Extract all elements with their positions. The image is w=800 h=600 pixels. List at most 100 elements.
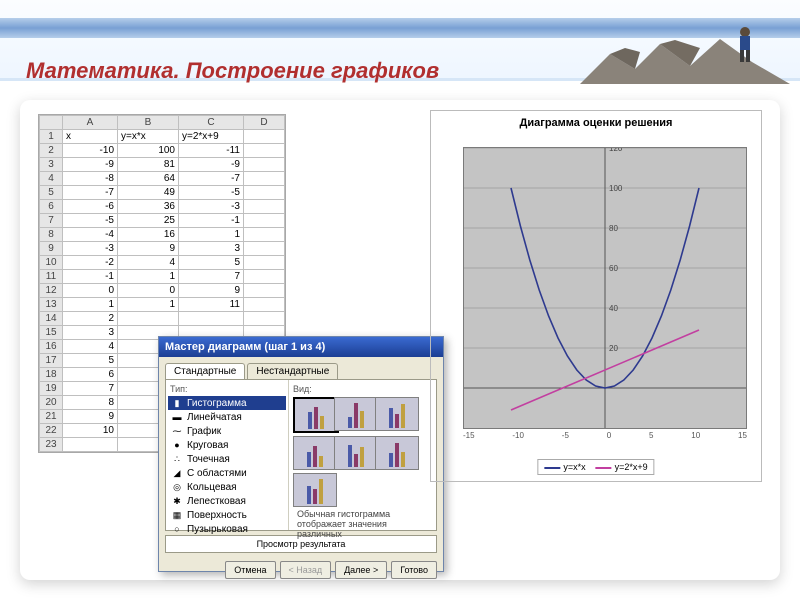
cell[interactable]	[244, 158, 285, 172]
cell[interactable]: -8	[63, 172, 118, 186]
cell[interactable]: 2	[63, 312, 118, 326]
cell[interactable]: 3	[63, 326, 118, 340]
cell[interactable]: -4	[63, 228, 118, 242]
cell[interactable]: 7	[179, 270, 244, 284]
cell[interactable]: 5	[63, 354, 118, 368]
cell[interactable]	[179, 312, 244, 326]
cell[interactable]: 1	[63, 298, 118, 312]
chart-type-icon: ∴	[171, 454, 183, 464]
cell[interactable]	[244, 270, 285, 284]
cell[interactable]: 10	[63, 424, 118, 438]
subtype-thumb[interactable]	[293, 397, 339, 433]
plot-area: 20406080100120	[463, 147, 747, 429]
cell[interactable]: 11	[179, 298, 244, 312]
subtype-thumb[interactable]	[334, 397, 378, 431]
cell[interactable]: 1	[179, 228, 244, 242]
cell[interactable]	[244, 312, 285, 326]
cell[interactable]: 6	[63, 368, 118, 382]
cell[interactable]	[244, 298, 285, 312]
chart-type-item[interactable]: ▦Поверхность	[168, 508, 286, 522]
chart-type-item[interactable]: ∴Точечная	[168, 452, 286, 466]
cell[interactable]: y=2*x+9	[179, 130, 244, 144]
chart-type-item[interactable]: ◎Кольцевая	[168, 480, 286, 494]
tab-custom[interactable]: Нестандартные	[247, 363, 338, 379]
cell[interactable]: -6	[63, 200, 118, 214]
cell[interactable]: 100	[118, 144, 179, 158]
cell[interactable]: 1	[118, 270, 179, 284]
cell[interactable]: -10	[63, 144, 118, 158]
x-axis-ticks: -15-10-5051015	[463, 431, 747, 440]
chart-type-icon: ◢	[171, 468, 183, 478]
cell[interactable]: -7	[63, 186, 118, 200]
cell[interactable]: y=x*x	[118, 130, 179, 144]
cell[interactable]: 16	[118, 228, 179, 242]
tab-standard[interactable]: Стандартные	[165, 363, 245, 379]
cell[interactable]: x	[63, 130, 118, 144]
cell[interactable]	[244, 172, 285, 186]
cell[interactable]: 4	[63, 340, 118, 354]
variant-label: Вид:	[293, 384, 432, 394]
svg-text:40: 40	[609, 304, 618, 313]
chart-title: Диаграмма оценки решения	[431, 117, 761, 129]
cell[interactable]: 81	[118, 158, 179, 172]
cell[interactable]	[244, 130, 285, 144]
cell[interactable]: -3	[63, 242, 118, 256]
cell[interactable]: 64	[118, 172, 179, 186]
cell[interactable]: -11	[179, 144, 244, 158]
cell[interactable]: 9	[118, 242, 179, 256]
finish-button[interactable]: Готово	[391, 561, 437, 579]
cell[interactable]	[244, 214, 285, 228]
cell[interactable]: 0	[63, 284, 118, 298]
cell[interactable]: 7	[63, 382, 118, 396]
next-button[interactable]: Далее >	[335, 561, 387, 579]
decorative-rocks	[580, 14, 790, 84]
cell[interactable]: 0	[118, 284, 179, 298]
cell[interactable]	[244, 256, 285, 270]
cell[interactable]: -7	[179, 172, 244, 186]
wizard-titlebar[interactable]: Мастер диаграмм (шаг 1 из 4)	[159, 337, 443, 357]
chart-type-item[interactable]: ●Круговая	[168, 438, 286, 452]
cell[interactable]	[244, 200, 285, 214]
chart-type-item[interactable]: ▮Гистограмма	[168, 396, 286, 410]
chart-wizard-dialog: Мастер диаграмм (шаг 1 из 4) Стандартные…	[158, 336, 444, 572]
chart-type-item[interactable]: ⁓График	[168, 424, 286, 438]
cell[interactable]: 4	[118, 256, 179, 270]
cell[interactable]: -5	[63, 214, 118, 228]
chart-type-icon: ○	[171, 524, 183, 534]
cancel-button[interactable]: Отмена	[225, 561, 275, 579]
cell[interactable]: 9	[63, 410, 118, 424]
subtype-thumb[interactable]	[334, 436, 378, 470]
back-button[interactable]: < Назад	[280, 561, 332, 579]
cell[interactable]: 49	[118, 186, 179, 200]
cell[interactable]	[244, 186, 285, 200]
chart-type-item[interactable]: ○Пузырьковая	[168, 522, 286, 536]
cell[interactable]: 1	[118, 298, 179, 312]
cell[interactable]	[118, 312, 179, 326]
cell[interactable]: -2	[63, 256, 118, 270]
cell[interactable]: 36	[118, 200, 179, 214]
cell[interactable]: 3	[179, 242, 244, 256]
subtype-thumb[interactable]	[375, 397, 419, 431]
cell[interactable]: 9	[179, 284, 244, 298]
cell[interactable]: 25	[118, 214, 179, 228]
subtype-thumb[interactable]	[293, 473, 337, 507]
cell[interactable]: 5	[179, 256, 244, 270]
cell[interactable]	[63, 438, 118, 452]
chart-type-item[interactable]: ◢С областями	[168, 466, 286, 480]
cell[interactable]	[244, 144, 285, 158]
cell[interactable]: -1	[179, 214, 244, 228]
chart-type-item[interactable]: ▬Линейчатая	[168, 410, 286, 424]
content-card: ABCD1xy=x*xy=2*x+92-10100-113-981-94-864…	[20, 100, 780, 580]
cell[interactable]: -5	[179, 186, 244, 200]
subtype-thumb[interactable]	[293, 436, 337, 470]
cell[interactable]: -9	[179, 158, 244, 172]
cell[interactable]: 8	[63, 396, 118, 410]
cell[interactable]	[244, 284, 285, 298]
subtype-thumb[interactable]	[375, 436, 419, 470]
cell[interactable]	[244, 242, 285, 256]
cell[interactable]	[244, 228, 285, 242]
cell[interactable]: -9	[63, 158, 118, 172]
cell[interactable]: -1	[63, 270, 118, 284]
cell[interactable]: -3	[179, 200, 244, 214]
chart-type-item[interactable]: ✱Лепестковая	[168, 494, 286, 508]
